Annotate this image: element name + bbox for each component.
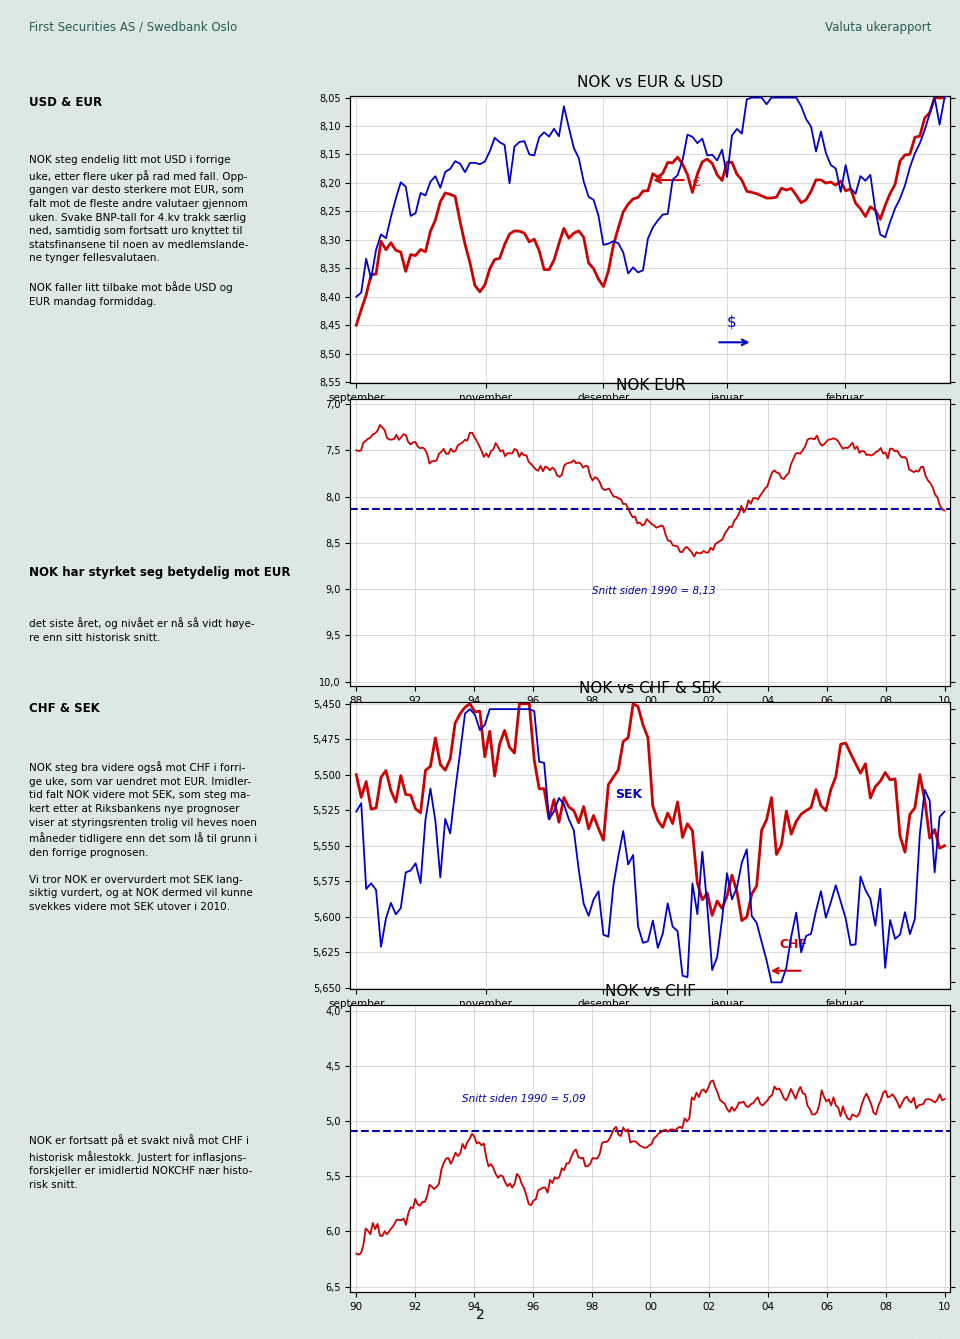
Text: det siste året, og nivået er nå så vidt høye-
re enn sitt historisk snitt.: det siste året, og nivået er nå så vidt … xyxy=(29,617,254,643)
Text: Source: EcoWin, First Securities: Source: EcoWin, First Securities xyxy=(839,1027,950,1034)
Text: NOK vs CHF: NOK vs CHF xyxy=(605,984,696,999)
Text: Snitt siden 1990 = 8,13: Snitt siden 1990 = 8,13 xyxy=(591,585,715,596)
Text: NOK steg bra videre også mot CHF i forri-
ge uke, som var uendret mot EUR. Imidl: NOK steg bra videre også mot CHF i forri… xyxy=(29,762,257,912)
Text: CHF: CHF xyxy=(780,939,807,951)
Text: €: € xyxy=(691,177,700,189)
Text: Source: EcoWin, First Securities: Source: EcoWin, First Securities xyxy=(839,422,950,427)
Text: NOK EUR: NOK EUR xyxy=(615,378,685,392)
Text: Source: EcoWin, First Securities: Source: EcoWin, First Securities xyxy=(839,724,950,730)
Text: First Securities AS / Swedbank Oslo: First Securities AS / Swedbank Oslo xyxy=(29,21,237,33)
Text: NOK vs CHF & SEK: NOK vs CHF & SEK xyxy=(579,680,722,695)
Text: NOK er fortsatt på et svakt nivå mot CHF i
historisk målestokk. Justert for infl: NOK er fortsatt på et svakt nivå mot CHF… xyxy=(29,1134,252,1190)
Text: NOK vs EUR & USD: NOK vs EUR & USD xyxy=(577,75,724,90)
Text: NOK har styrket seg betydelig mot EUR: NOK har styrket seg betydelig mot EUR xyxy=(29,566,290,578)
Text: NOK steg endelig litt mot USD i forrige
uke, etter flere uker på rad med fall. O: NOK steg endelig litt mot USD i forrige … xyxy=(29,155,249,307)
Text: CHF & SEK: CHF & SEK xyxy=(29,702,100,715)
Text: SEK: SEK xyxy=(615,787,642,801)
Text: $: $ xyxy=(727,315,736,329)
Text: Snitt siden 1990 = 5,09: Snitt siden 1990 = 5,09 xyxy=(462,1094,586,1105)
Text: 2: 2 xyxy=(475,1308,485,1322)
Text: Valuta ukerapport: Valuta ukerapport xyxy=(825,21,931,33)
Text: USD & EUR: USD & EUR xyxy=(29,96,102,110)
